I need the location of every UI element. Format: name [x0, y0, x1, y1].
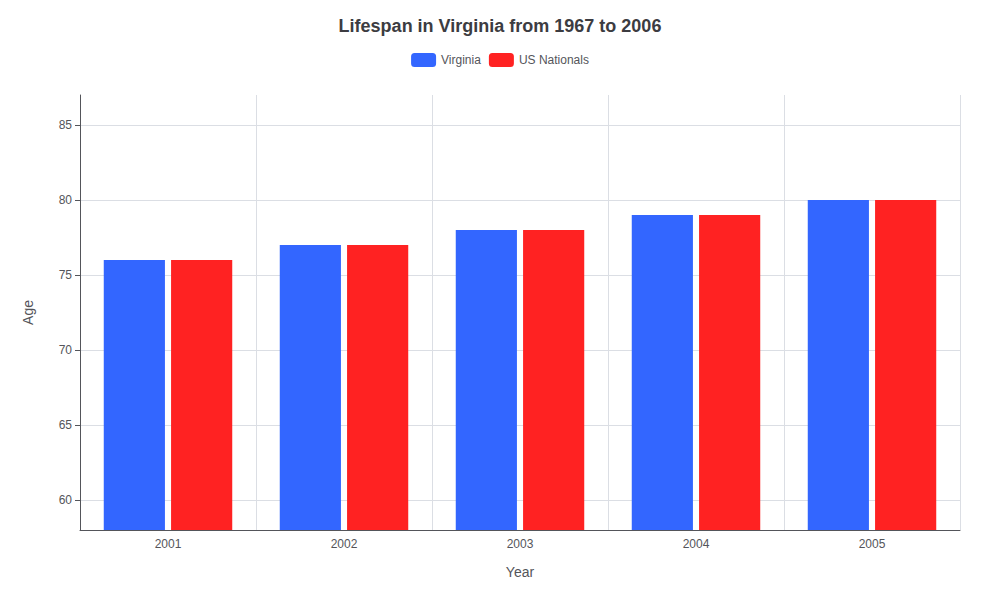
svg-text:2005: 2005	[859, 537, 886, 551]
svg-text:2004: 2004	[683, 537, 710, 551]
svg-text:65: 65	[59, 418, 73, 432]
svg-text:75: 75	[59, 268, 73, 282]
svg-text:60: 60	[59, 493, 73, 507]
svg-text:Lifespan in Virginia from 1967: Lifespan in Virginia from 1967 to 2006	[339, 16, 662, 36]
svg-text:US Nationals: US Nationals	[519, 53, 589, 67]
svg-text:70: 70	[59, 343, 73, 357]
svg-text:Age: Age	[20, 300, 36, 325]
svg-text:80: 80	[59, 193, 73, 207]
svg-text:Year: Year	[506, 564, 535, 580]
svg-text:2001: 2001	[155, 537, 182, 551]
svg-text:2003: 2003	[507, 537, 534, 551]
svg-text:85: 85	[59, 118, 73, 132]
svg-text:Virginia: Virginia	[441, 53, 481, 67]
svg-text:2002: 2002	[331, 537, 358, 551]
